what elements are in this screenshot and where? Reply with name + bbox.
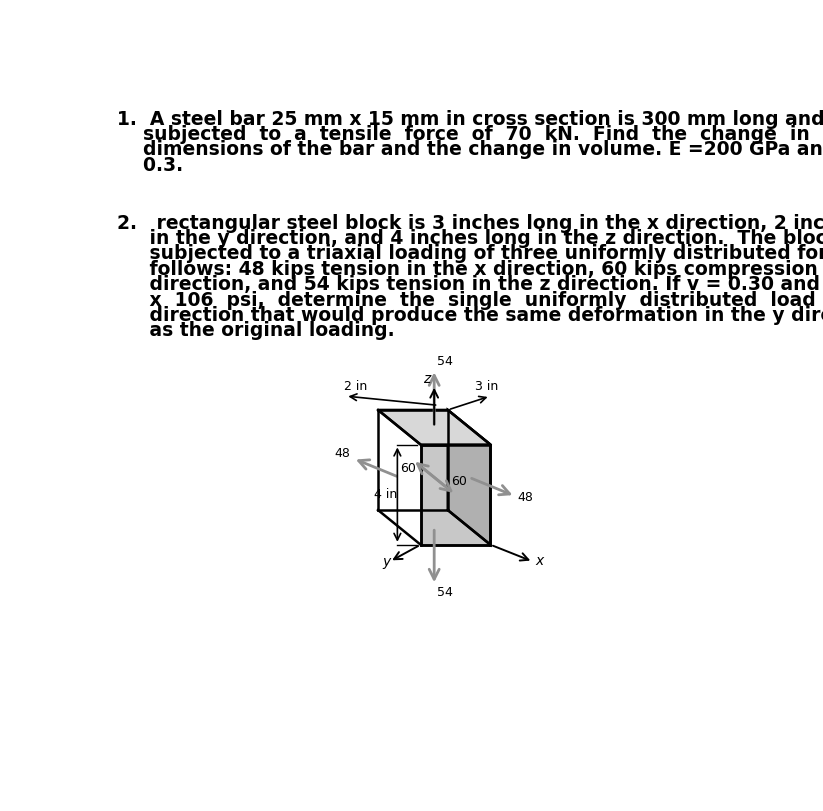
Text: dimensions of the bar and the change in volume. E =200 GPa and v =: dimensions of the bar and the change in … — [117, 140, 823, 160]
Polygon shape — [378, 410, 491, 444]
Text: direction, and 54 kips tension in the z direction. If v = 0.30 and E = 29: direction, and 54 kips tension in the z … — [117, 275, 823, 294]
Polygon shape — [448, 410, 491, 545]
Text: 4 in: 4 in — [374, 488, 398, 501]
Text: follows: 48 kips tension in the x direction, 60 kips compression in the y: follows: 48 kips tension in the x direct… — [117, 260, 823, 279]
Text: 2.   rectangular steel block is 3 inches long in the x direction, 2 inches long: 2. rectangular steel block is 3 inches l… — [117, 213, 823, 233]
Text: 48: 48 — [335, 447, 351, 460]
Text: 3 in: 3 in — [475, 380, 498, 393]
Text: direction that would produce the same deformation in the y direction: direction that would produce the same de… — [117, 306, 823, 325]
Text: as the original loading.: as the original loading. — [117, 321, 394, 341]
Text: x: x — [535, 555, 543, 569]
Text: subjected  to  a  tensile  force  of  70  kN.  Find  the  change  in  the: subjected to a tensile force of 70 kN. F… — [117, 125, 823, 144]
Text: 48: 48 — [518, 491, 533, 504]
Text: 2 in: 2 in — [344, 380, 367, 393]
Text: subjected to a triaxial loading of three uniformly distributed forces as: subjected to a triaxial loading of three… — [117, 244, 823, 264]
Text: 1.  A steel bar 25 mm x 15 mm in cross section is 300 mm long and is: 1. A steel bar 25 mm x 15 mm in cross se… — [117, 109, 823, 129]
Polygon shape — [421, 444, 491, 545]
Text: 54: 54 — [436, 586, 453, 599]
Text: 60: 60 — [451, 475, 467, 488]
Text: in the y direction, and 4 inches long in the z direction.  The block is: in the y direction, and 4 inches long in… — [117, 229, 823, 248]
Text: z: z — [423, 372, 430, 386]
Text: 54: 54 — [437, 355, 453, 368]
Text: 60: 60 — [400, 461, 416, 474]
Text: 0.3.: 0.3. — [117, 156, 183, 175]
Text: x  106  psi,  determine  the  single  uniformly  distributed  load  in  the  x: x 106 psi, determine the single uniforml… — [117, 290, 823, 310]
Text: y: y — [382, 556, 390, 569]
